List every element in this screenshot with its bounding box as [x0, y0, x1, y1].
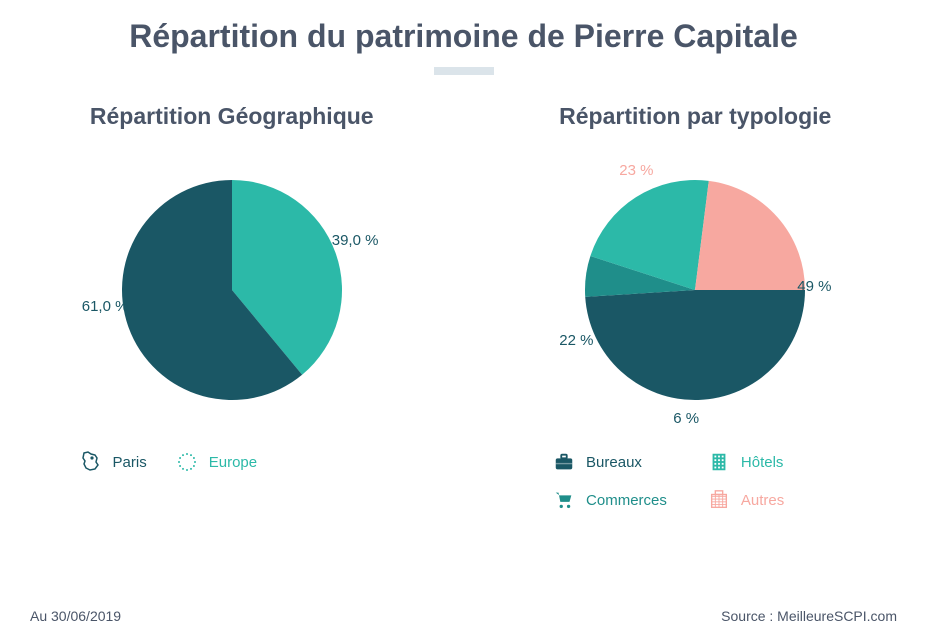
slice-label: 23 % — [619, 162, 653, 179]
geo-legend: Paris Europe — [19, 450, 445, 474]
typo-title: Répartition par typologie — [482, 103, 908, 130]
briefcase-icon — [552, 450, 576, 474]
legend-item-autres: Autres — [707, 488, 784, 512]
slice-label: 61,0 % — [82, 298, 129, 315]
pie-svg — [565, 160, 825, 420]
slice-label: 39,0 % — [332, 232, 379, 249]
legend-label: Paris — [113, 454, 147, 471]
slice-label: 6 % — [673, 410, 699, 427]
typo-legend: Bureaux Hôtels Commerces Autres — [482, 450, 908, 512]
slice-label: 49 % — [797, 278, 831, 295]
legend-label: Commerces — [586, 492, 667, 509]
legend-item-paris: Paris — [79, 450, 147, 474]
pie-slice — [585, 290, 805, 400]
legend-label: Autres — [741, 492, 784, 509]
pie-slice — [695, 181, 805, 290]
legend-label: Bureaux — [586, 454, 642, 471]
legend-item-bureaux: Bureaux — [552, 450, 667, 474]
typo-panel: Répartition par typologie 49 %6 %22 %23 … — [482, 103, 908, 512]
france-icon — [79, 450, 103, 474]
slice-label: 22 % — [559, 332, 593, 349]
legend-label: Hôtels — [741, 454, 784, 471]
cart-icon — [552, 488, 576, 512]
geo-panel: Répartition Géographique 39,0 %61,0 % Pa… — [19, 103, 445, 512]
grid-building-icon — [707, 488, 731, 512]
footer-source: Source : MeilleureSCPI.com — [721, 608, 897, 624]
geo-pie: 39,0 %61,0 % — [102, 160, 362, 420]
legend-item-hotels: Hôtels — [707, 450, 784, 474]
legend-item-europe: Europe — [175, 450, 257, 474]
charts-row: Répartition Géographique 39,0 %61,0 % Pa… — [0, 103, 927, 512]
pie-svg — [102, 160, 362, 420]
legend-item-commerces: Commerces — [552, 488, 667, 512]
legend-label: Europe — [209, 454, 257, 471]
eu-stars-icon — [175, 450, 199, 474]
building-icon — [707, 450, 731, 474]
typo-pie: 49 %6 %22 %23 % — [565, 160, 825, 420]
footer-date: Au 30/06/2019 — [30, 608, 121, 624]
main-title: Répartition du patrimoine de Pierre Capi… — [0, 0, 927, 55]
title-underline — [434, 67, 494, 75]
geo-title: Répartition Géographique — [19, 103, 445, 130]
